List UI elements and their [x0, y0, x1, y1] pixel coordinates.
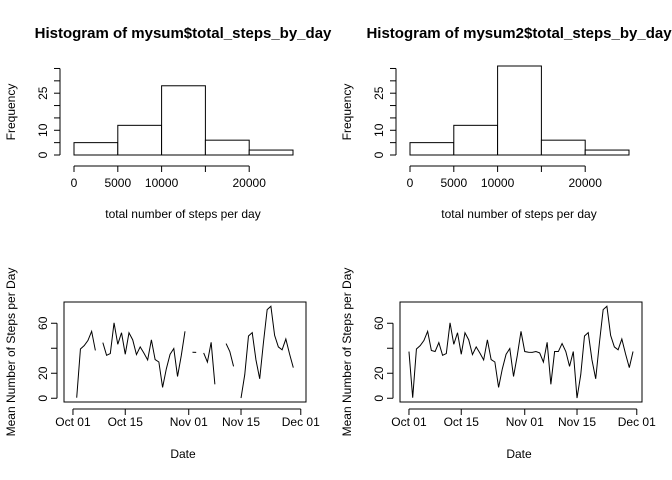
y-tick-label: 25	[36, 86, 50, 100]
y-tick-label: 25	[372, 86, 386, 100]
x-axis-title: total number of steps per day	[441, 207, 596, 221]
x-tick-label: 20000	[233, 176, 267, 190]
x-tick-label: Dec 01	[618, 415, 656, 429]
x-axis-title: Date	[170, 447, 196, 461]
chart-title: Histogram of mysum$total_steps_by_day	[35, 25, 332, 42]
panel: 0 5000 10000 20000 0 10 25 total number of step…	[4, 25, 332, 221]
x-tick-label: Nov 15	[558, 415, 596, 429]
x-axis-title: total number of steps per day	[105, 207, 260, 221]
bar	[497, 65, 542, 156]
bar	[584, 149, 630, 156]
line-series	[240, 305, 294, 399]
x-tick-label: Oct 15	[108, 415, 144, 429]
x-tick-label: 0	[71, 176, 78, 190]
x-tick-label: 5000	[440, 176, 467, 190]
line-series	[102, 322, 186, 388]
panel: Oct 01 Oct 15 Nov 01 Nov 15 Dec 01 0 20 60 Date M…	[340, 268, 656, 462]
x-tick-label: 10000	[145, 176, 179, 190]
y-tick-label: 10	[36, 123, 50, 137]
y-tick-label: 20	[372, 366, 386, 380]
chart-title: Histogram of mysum2$total_steps_by_day	[366, 25, 672, 42]
x-tick-label: 5000	[104, 176, 131, 190]
y-tick-label: 60	[36, 316, 50, 330]
y-tick-label: 20	[36, 366, 50, 380]
x-axis-title: Date	[506, 447, 532, 461]
x-tick-label: 0	[407, 176, 414, 190]
bar	[117, 124, 163, 156]
panel: 0 5000 10000 20000 0 10 25 total number of step…	[340, 25, 672, 221]
y-axis-title: Frequency	[340, 84, 354, 141]
y-tick-label: 60	[372, 316, 386, 330]
bar	[161, 85, 206, 156]
y-axis-title: Mean Number of Steps per Day	[4, 268, 18, 437]
y-axis-title: Frequency	[4, 84, 18, 141]
bar	[248, 149, 294, 156]
line-series	[225, 343, 235, 367]
bar	[204, 139, 250, 156]
plot-box	[63, 301, 307, 403]
x-tick-label: Oct 15	[444, 415, 480, 429]
plot-box	[399, 301, 643, 403]
x-tick-label: 10000	[481, 176, 515, 190]
x-tick-label: Oct 01	[55, 415, 91, 429]
bar	[540, 139, 586, 156]
panel: Oct 01 Oct 15 Nov 01 Nov 15 Dec 01 0 20 60 Date M…	[4, 268, 320, 462]
y-tick-label: 10	[372, 123, 386, 137]
line-series	[408, 305, 634, 399]
x-tick-label: Nov 01	[170, 415, 208, 429]
x-tick-label: Dec 01	[282, 415, 320, 429]
bar	[453, 124, 499, 156]
y-tick-label: 0	[372, 395, 386, 402]
line-series	[76, 329, 96, 398]
y-tick-label: 0	[372, 151, 386, 158]
x-tick-label: 20000	[569, 176, 603, 190]
x-tick-label: Oct 01	[391, 415, 427, 429]
y-tick-label: 0	[36, 395, 50, 402]
y-tick-label: 0	[36, 151, 50, 158]
bar	[409, 142, 455, 156]
x-tick-label: Nov 15	[222, 415, 260, 429]
bar	[73, 142, 119, 156]
line-series	[203, 342, 216, 385]
y-axis-title: Mean Number of Steps per Day	[340, 268, 354, 437]
x-tick-label: Nov 01	[506, 415, 544, 429]
